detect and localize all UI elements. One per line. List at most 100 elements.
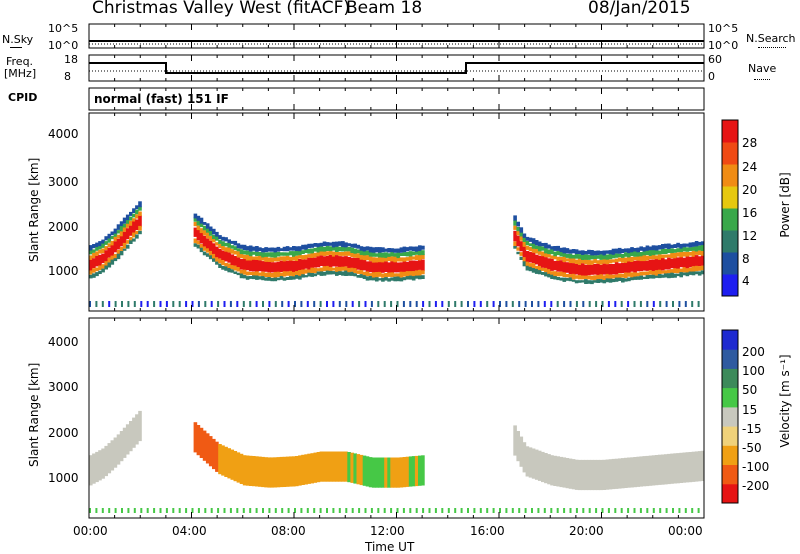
velocity-cell <box>242 455 247 486</box>
power-ytick-1000: 1000 <box>48 264 79 278</box>
power-cell <box>322 241 327 247</box>
power-cell <box>328 254 333 268</box>
power-cell <box>218 243 222 248</box>
power-cell <box>581 258 585 264</box>
power-cell <box>399 277 404 282</box>
station-title: Christmas Valley West (fitACF) <box>92 0 351 18</box>
power-cell <box>421 275 425 279</box>
power-cell <box>682 272 687 276</box>
power-cell <box>135 209 139 215</box>
power-cell <box>402 260 407 273</box>
power-colorbar-frame <box>721 119 739 297</box>
power-cell <box>191 301 194 307</box>
power-cell <box>292 246 296 251</box>
power-cell <box>479 301 482 307</box>
power-cell <box>384 248 388 252</box>
power-cell <box>218 248 222 259</box>
velocity-cell <box>322 451 327 482</box>
power-cell <box>375 257 379 263</box>
velocity-cell <box>294 508 296 513</box>
power-cell <box>107 257 112 263</box>
power-cell <box>356 257 361 270</box>
power-cell <box>242 250 247 255</box>
power-cell <box>319 271 324 276</box>
power-cell <box>405 271 410 278</box>
velocity-cell <box>559 456 564 488</box>
power-cell <box>288 251 293 256</box>
power-cell <box>125 228 130 240</box>
power-cell <box>110 255 115 261</box>
power-cell <box>590 275 594 280</box>
power-cell <box>682 257 687 269</box>
power-cell <box>562 272 567 277</box>
power-cell <box>119 251 124 256</box>
xtick-0: 00:00 <box>73 524 108 538</box>
velocity-cell <box>553 455 557 486</box>
power-cell <box>697 245 702 251</box>
power-cell <box>101 264 105 269</box>
power-cell <box>267 252 271 257</box>
velocity-cell <box>684 508 687 513</box>
power-cell <box>261 276 265 281</box>
velocity-cell <box>639 508 642 513</box>
power-cell <box>258 255 262 261</box>
power-cell <box>221 260 225 266</box>
power-cell <box>531 252 536 263</box>
power-cell <box>362 275 367 279</box>
power-cell <box>368 261 373 273</box>
power-cell <box>639 252 643 257</box>
power-cell <box>110 259 115 265</box>
power-cell <box>276 246 281 252</box>
power-cell <box>341 271 345 276</box>
velocity-cell <box>217 508 220 513</box>
velocity-cell <box>255 456 259 487</box>
power-cell <box>325 251 330 256</box>
velocity-cell <box>248 455 253 486</box>
power-cell <box>614 301 617 307</box>
power-cell <box>408 246 413 251</box>
power-cell <box>396 256 401 262</box>
velocity-cell <box>146 508 149 513</box>
power-cell <box>239 273 244 279</box>
velocity-cell <box>108 508 111 513</box>
power-cell <box>414 275 419 279</box>
power-cell <box>292 251 296 257</box>
velocity-colorbar-segment <box>722 406 738 427</box>
velocity-cell <box>575 508 578 513</box>
power-cell <box>230 240 235 244</box>
power-cell <box>202 251 207 256</box>
power-cell <box>691 301 694 307</box>
power-cell <box>208 230 213 236</box>
velocity-cell <box>467 508 469 513</box>
power-cell <box>245 254 250 261</box>
power-cell <box>233 256 238 266</box>
power-cell <box>282 277 287 281</box>
power-cb-tick-24: 24 <box>742 160 758 174</box>
velocity-cell <box>393 457 397 488</box>
velocity-cell <box>191 508 194 513</box>
power-cell <box>227 252 231 263</box>
power-cell <box>356 253 361 258</box>
power-cell <box>371 277 376 281</box>
power-cell <box>89 258 93 272</box>
power-cell <box>627 261 631 274</box>
velocity-cell <box>685 452 690 483</box>
power-cell <box>288 247 293 251</box>
velocity-cell <box>285 456 290 487</box>
nsearch-legend-line <box>758 47 786 48</box>
power-cell <box>409 301 412 307</box>
power-cell <box>685 272 690 277</box>
vel-cb-tick-m50: -50 <box>742 441 762 455</box>
power-cell <box>300 301 303 307</box>
power-cell <box>541 243 545 247</box>
power-cell <box>516 227 520 232</box>
power-cell <box>651 274 656 279</box>
power-cell <box>541 251 545 257</box>
power-cell <box>331 267 336 271</box>
power-cell <box>550 301 553 307</box>
velocity-cell <box>454 508 457 513</box>
power-cell <box>239 244 244 249</box>
power-cell <box>378 261 382 273</box>
power-cell <box>119 225 124 232</box>
power-cell <box>288 260 293 272</box>
